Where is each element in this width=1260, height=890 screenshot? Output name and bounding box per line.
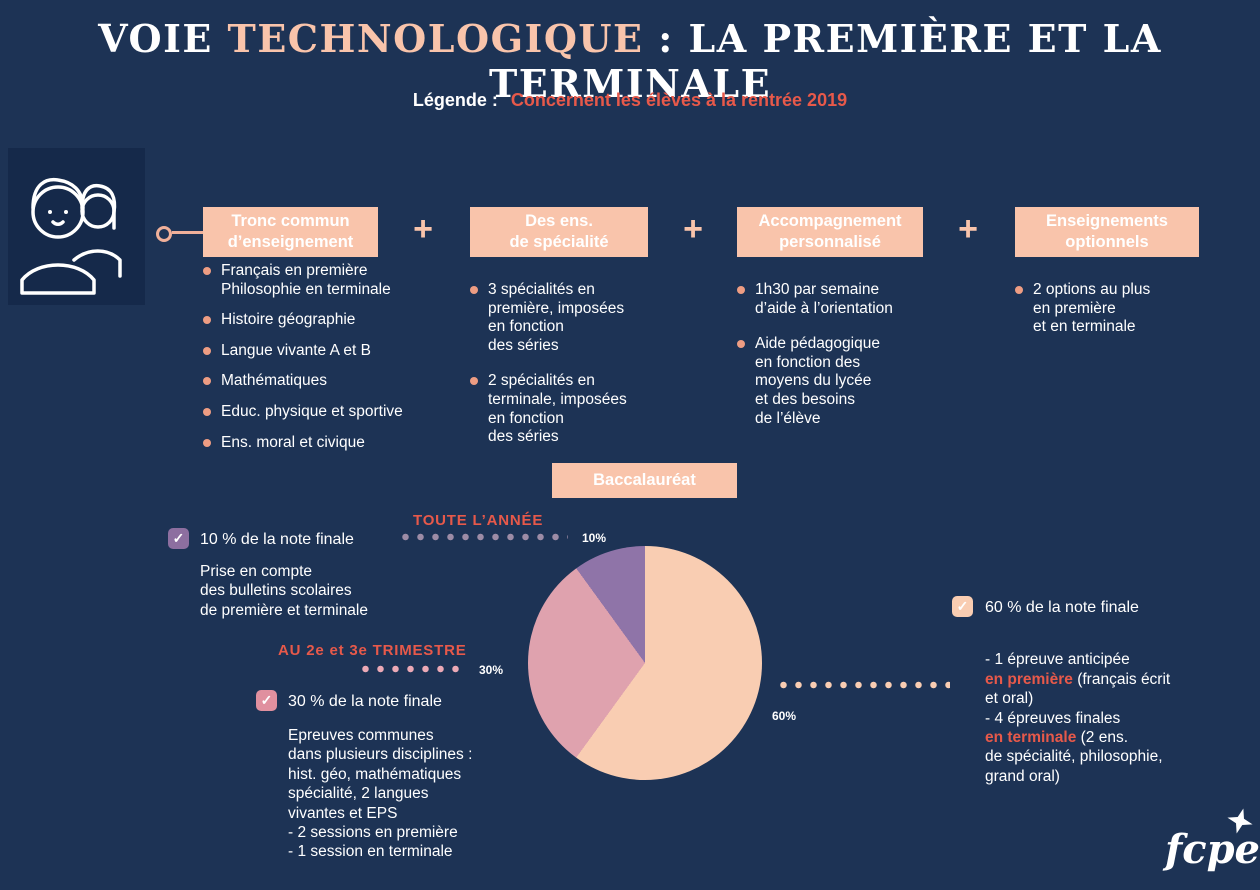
bullet-list-specialite: 3 spécialités en première, imposées en f… [470, 281, 685, 464]
plus-icon: + [958, 210, 978, 248]
legend-label: Légende : [412, 90, 498, 110]
bullet-dot-icon [203, 377, 211, 386]
checkbox-10-percent: ✓ [168, 528, 189, 549]
bullet-text: Mathématiques [221, 372, 327, 390]
bullet-text: Langue vivante A et B [221, 341, 371, 359]
bullet-dot-icon [470, 377, 478, 386]
checkbox-30-percent: ✓ [256, 690, 277, 711]
list-item: Langue vivante A et B [203, 342, 453, 361]
bullet-text: 2 options au plus en première et en term… [1033, 281, 1151, 336]
fcpe-logo: fcpe [1165, 808, 1260, 882]
bullet-dot-icon [737, 286, 745, 294]
list-item: Ens. moral et civique [203, 434, 453, 453]
note-description-60: - 1 épreuve anticipée en première (franç… [985, 631, 1250, 786]
column-header-specialite: Des ens. de spécialité [470, 207, 648, 257]
list-item: Aide pédagogique en fonction des moyens … [737, 335, 952, 428]
pie-label-30: 30% [479, 663, 504, 677]
bullet-text: 2 spécialités en terminale, imposées en … [488, 372, 627, 446]
heading-trimestre: AU 2e et 3e TRIMESTRE [278, 642, 467, 659]
column-header-accompagnement: Accompagnement personnalisé [737, 207, 923, 257]
legend: Légende : Concernent les élèves à la ren… [0, 90, 1260, 111]
pie-label-10: 10% [582, 531, 607, 545]
bullet-list-optionnels: 2 options au plus en première et en term… [1015, 281, 1230, 349]
dotted-leader-30 [358, 665, 464, 673]
title-highlight: TECHNOLOGIQUE [227, 16, 644, 61]
fcpe-logo-text: fcpe [1165, 826, 1260, 873]
list-item: Educ. physique et sportive [203, 403, 453, 422]
bullet-text: 1h30 par semaine d’aide à l’orientation [755, 281, 893, 317]
desc-segment: (2 ens. de spécialité, philosophie, gran… [985, 728, 1163, 785]
list-item: Histoire géographie [203, 311, 453, 330]
page-title: VOIE TECHNOLOGIQUE : LA PREMIÈRE ET LA T… [0, 16, 1260, 106]
list-item: 3 spécialités en première, imposées en f… [470, 281, 685, 355]
students-icon-box [8, 148, 145, 305]
note-label-30: 30 % de la note finale [288, 693, 442, 710]
baccalaureat-banner: Baccalauréat [552, 463, 737, 498]
bullet-text: Ens. moral et civique [221, 433, 365, 451]
bullet-list-tronc-commun: Français en première Philosophie en term… [203, 262, 453, 464]
bullet-dot-icon [470, 286, 478, 294]
check-icon: ✓ [956, 598, 969, 614]
column-header-optionnels: Enseignements optionnels [1015, 207, 1199, 257]
bullet-dot-icon [203, 407, 211, 416]
bullet-dot-icon [203, 438, 211, 447]
column-header-tronc-commun: Tronc commun d’enseignement [203, 207, 378, 257]
title-prefix: VOIE [98, 16, 228, 61]
connector-line [172, 231, 203, 234]
bullet-dot-icon [1015, 286, 1023, 294]
bullet-list-accompagnement: 1h30 par semaine d’aide à l’orientation … [737, 281, 952, 445]
note-description-10: Prise en compte des bulletins scolaires … [200, 563, 368, 619]
students-icon [20, 177, 122, 295]
bullet-dot-icon [203, 267, 211, 275]
bullet-dot-icon [203, 346, 211, 355]
list-item: 1h30 par semaine d’aide à l’orientation [737, 281, 952, 318]
pie-label-60: 60% [772, 709, 797, 723]
dotted-leader-60 [776, 681, 950, 689]
pie-chart [528, 546, 762, 780]
note-label-10: 10 % de la note finale [200, 531, 354, 548]
legend-text: Concernent les élèves à la rentrée 2019 [510, 90, 848, 110]
note-label-60: 60 % de la note finale [985, 599, 1139, 616]
bullet-text: Educ. physique et sportive [221, 402, 403, 420]
heading-toute-lannee: TOUTE L’ANNÉE [413, 512, 544, 529]
note-description-30: Epreuves communes dans plusieurs discipl… [288, 727, 473, 861]
list-item: 2 options au plus en première et en term… [1015, 281, 1230, 337]
plus-icon: + [413, 210, 433, 248]
list-item: Français en première Philosophie en term… [203, 262, 453, 299]
checkbox-60-percent: ✓ [952, 596, 973, 617]
check-icon: ✓ [260, 692, 273, 708]
check-icon: ✓ [172, 530, 185, 546]
bullet-text: Histoire géographie [221, 311, 356, 329]
bullet-text: Français en première Philosophie en term… [221, 262, 391, 298]
bullet-dot-icon [737, 340, 745, 349]
plus-icon: + [683, 210, 703, 248]
desc-segment-accent: en terminale [985, 728, 1077, 746]
desc-segment-accent: en première [985, 670, 1073, 688]
bullet-text: Aide pédagogique en fonction des moyens … [755, 335, 880, 427]
bullet-dot-icon [203, 316, 211, 325]
desc-segment: - 1 épreuve anticipée [985, 651, 1130, 669]
bullet-text: 3 spécialités en première, imposées en f… [488, 281, 625, 354]
dotted-leader-10 [398, 533, 568, 541]
star-icon [1227, 808, 1253, 834]
connector-node-icon [156, 226, 172, 242]
desc-segment: (français écrit et oral) - 4 épreuves fi… [985, 670, 1171, 727]
list-item: Mathématiques [203, 372, 453, 391]
list-item: 2 spécialités en terminale, imposées en … [470, 372, 685, 446]
title-suffix: : LA PREMIÈRE ET LA TERMINALE [488, 16, 1162, 106]
